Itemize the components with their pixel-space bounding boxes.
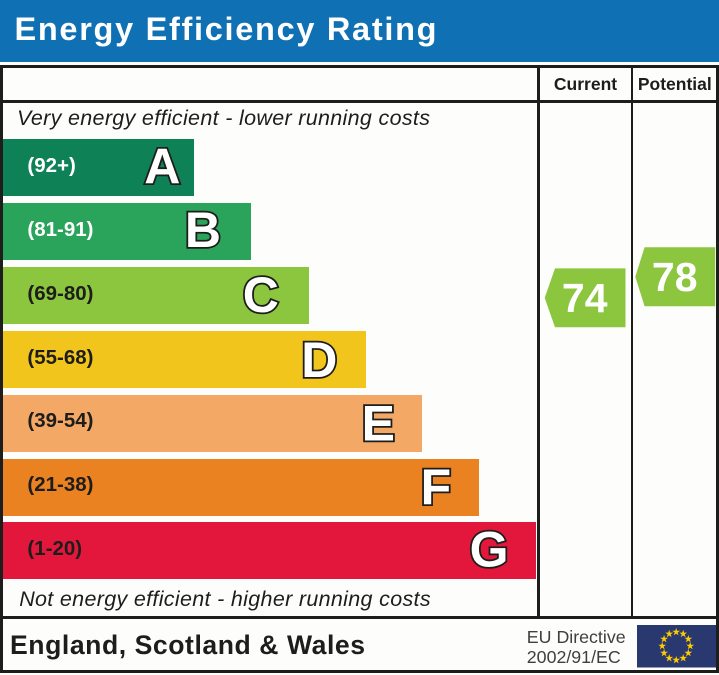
- svg-text:D: D: [301, 332, 337, 388]
- svg-text:78: 78: [652, 254, 698, 300]
- svg-text:E: E: [362, 395, 395, 451]
- svg-text:B: B: [185, 202, 221, 258]
- svg-text:F: F: [421, 459, 452, 515]
- svg-text:74: 74: [562, 275, 608, 321]
- svg-text:G: G: [470, 522, 509, 578]
- svg-text:A: A: [144, 138, 180, 194]
- svg-text:C: C: [243, 267, 279, 323]
